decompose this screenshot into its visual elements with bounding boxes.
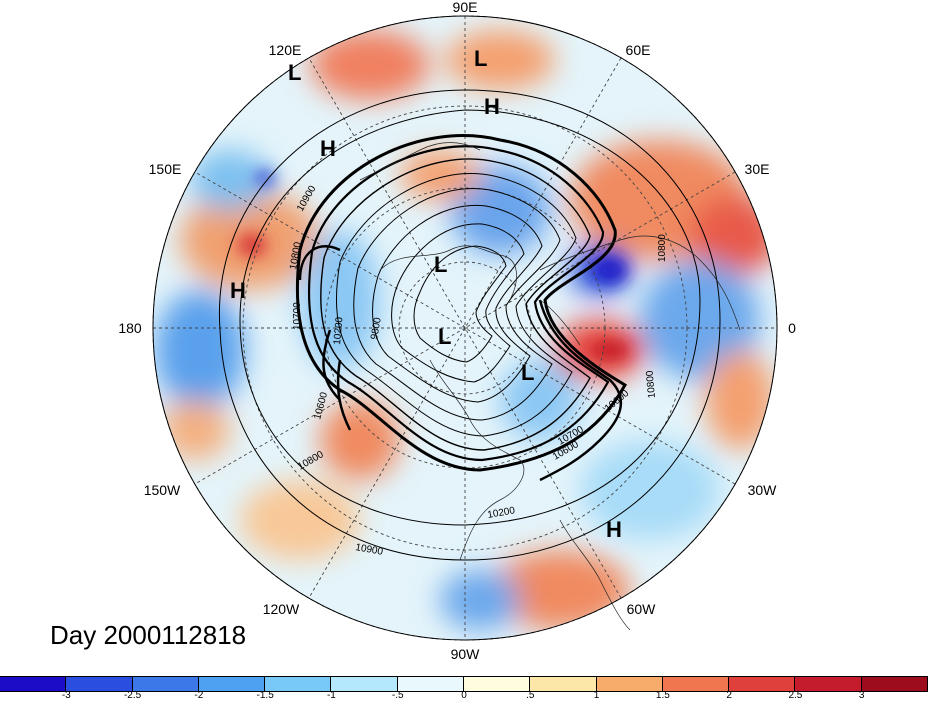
pressure-center-label: H [320, 136, 336, 161]
colorbar-tick-label: 1.5 [655, 690, 670, 701]
contour-label: 10800 [657, 234, 668, 262]
contour-label: 10200 [487, 505, 517, 521]
contour-label: 9800 [369, 316, 384, 340]
lon-label-30w: 30W [748, 482, 778, 498]
colorbar-tick-label: 0 [461, 690, 467, 701]
lon-label-30e: 30E [745, 161, 770, 177]
contour-label: 10900 [354, 542, 384, 558]
pressure-center-label: L [438, 324, 451, 349]
colorbar-tick-label: 1 [593, 690, 600, 701]
colorbar-tick-label: -1 [326, 690, 336, 701]
colorbar-segment [530, 677, 597, 691]
pressure-center-label: L [288, 60, 301, 85]
colorbar-segment [662, 677, 730, 691]
colorbar-tick-label: -2 [194, 690, 204, 701]
colorbar-segment [463, 677, 531, 691]
colorbar-tick-label: 2 [726, 690, 732, 701]
height-contours [218, 89, 721, 561]
colorbar-tick-label: .5 [526, 690, 535, 701]
colorbar-tick-label: 2.5 [788, 690, 803, 701]
timestamp-label: Day 2000112818 [50, 620, 247, 650]
longitude-labels: 90E 60E 30E 0 30W 60W 90W 120W 150W 180 … [118, 0, 796, 662]
colorbar-segment [729, 677, 796, 691]
contour-label: 10700 [292, 302, 303, 330]
lon-label-0: 0 [788, 320, 796, 336]
colorbar-tick-label: -.5 [391, 690, 404, 701]
pressure-center-label: H [230, 278, 246, 303]
anomaly-shading [153, 16, 777, 640]
pressure-center-label: L [474, 46, 487, 71]
lon-label-120w: 120W [263, 601, 300, 617]
colorbar-tick-label: -3 [61, 690, 71, 701]
colorbar-segment [397, 677, 464, 691]
lon-label-90w: 90W [451, 646, 481, 662]
colorbar-segment [265, 677, 332, 691]
pressure-center-label: L [521, 360, 534, 385]
coastlines [359, 142, 741, 631]
lon-label-60e: 60E [626, 42, 651, 58]
contour-label: 10200 [332, 316, 345, 345]
colorbar [0, 676, 928, 692]
lon-label-60w: 60W [627, 601, 657, 617]
colorbar-tick-label: 3 [858, 690, 865, 701]
colorbar-segment [861, 677, 928, 691]
colorbar-tick-label: -1.5 [256, 690, 274, 701]
colorbar-segment [198, 677, 266, 691]
colorbar-segment [0, 677, 67, 691]
contour-label: 10800 [645, 370, 658, 399]
pressure-centers: L H L H H L H L L [230, 46, 622, 542]
lon-label-180: 180 [118, 320, 142, 336]
contour-label: 10800 [288, 241, 304, 271]
lon-label-150e: 150E [149, 161, 182, 177]
colorbar-segment [331, 677, 398, 691]
lon-label-90e: 90E [453, 0, 478, 15]
colorbar-segment [132, 677, 199, 691]
colorbar-segment [66, 677, 133, 691]
pressure-center-label: H [484, 94, 500, 119]
lon-label-120e: 120E [269, 42, 302, 58]
pressure-center-label: H [606, 517, 622, 542]
pressure-center-label: L [434, 252, 447, 277]
colorbar-segment [795, 677, 862, 691]
lon-label-150w: 150W [144, 482, 181, 498]
map-boundary [152, 15, 778, 641]
colorbar-segment [596, 677, 663, 691]
colorbar-tick-label: -2.5 [123, 690, 142, 701]
